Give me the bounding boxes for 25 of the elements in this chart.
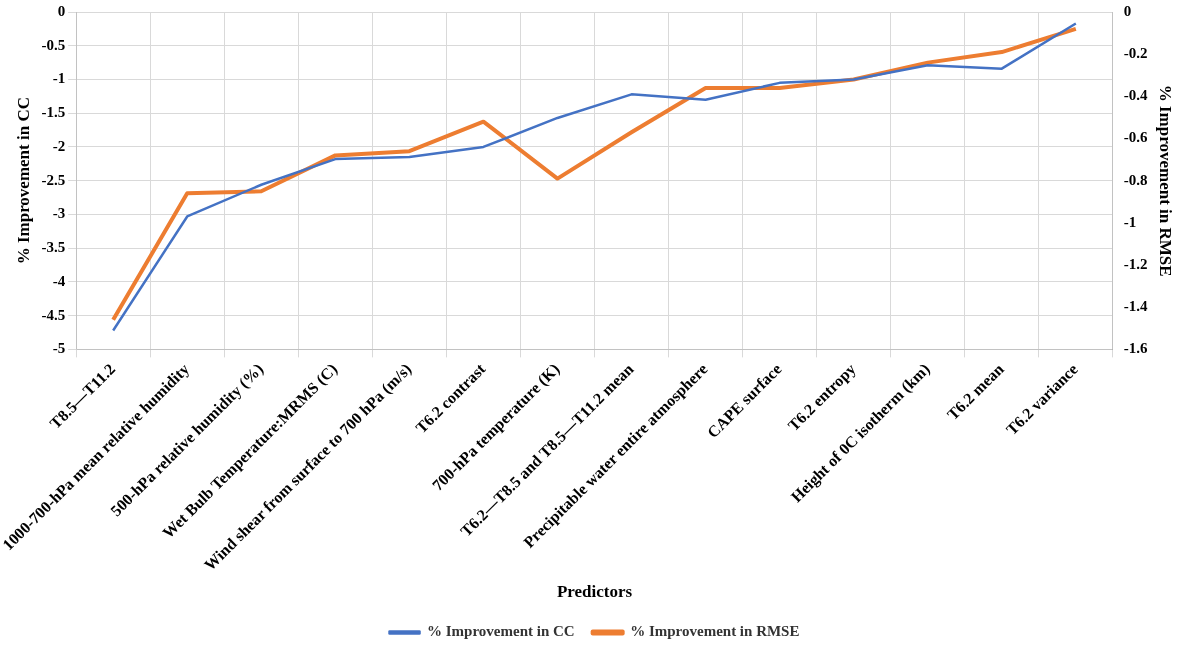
y2-tick-label: -0.2 — [1123, 45, 1148, 62]
y2-tick-label: -1.2 — [1123, 255, 1148, 272]
y2-tick-label: -0.4 — [1123, 87, 1149, 104]
y-tick-label: 0 — [57, 2, 66, 19]
y-tick-label: -2 — [52, 137, 66, 154]
y-tick-label: -4 — [52, 272, 66, 289]
y2-tick-label: 0 — [1123, 2, 1132, 19]
legend-label: % Improvement in RMSE — [630, 623, 800, 640]
y2-tick-label: -1.4 — [1123, 298, 1149, 315]
y2-tick-label: -1.6 — [1123, 340, 1149, 357]
y2-axis-title: % Improvement in RMSE — [1156, 84, 1176, 277]
y-tick-label: -0.5 — [41, 36, 66, 53]
y-tick-label: -1 — [52, 70, 66, 87]
y-tick-label: -5 — [52, 340, 66, 357]
y2-tick-label: -0.8 — [1123, 171, 1148, 188]
y-tick-label: -3.5 — [41, 239, 66, 256]
y-tick-label: -2.5 — [41, 171, 66, 188]
y-tick-label: -3 — [52, 205, 66, 222]
y-tick-label: -1.5 — [41, 104, 66, 121]
legend-label: % Improvement in CC — [427, 623, 575, 640]
y-axis-title: % Improvement in CC — [13, 97, 33, 265]
y2-tick-label: -1 — [1123, 213, 1137, 230]
y2-tick-label: -0.6 — [1123, 129, 1149, 146]
y-tick-label: -4.5 — [41, 306, 66, 323]
x-axis-title: Predictors — [556, 582, 633, 602]
